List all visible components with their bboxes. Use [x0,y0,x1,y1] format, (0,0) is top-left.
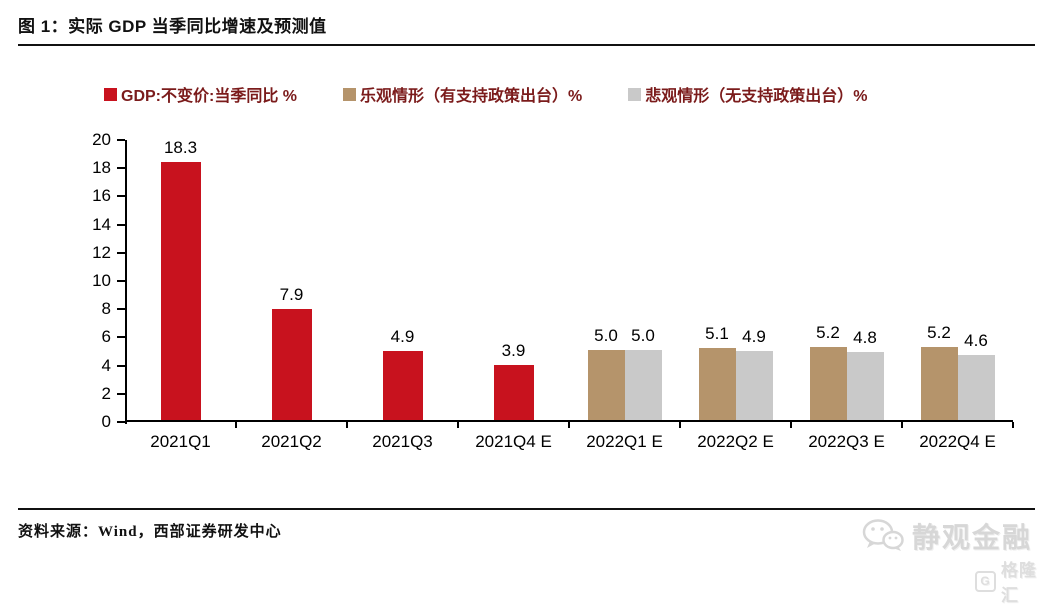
legend-label: GDP:不变价:当季同比 % [121,88,298,105]
title-divider [18,44,1035,46]
wechat-account-name: 静观金融 [912,522,1033,553]
y-tick-label: 6 [101,327,111,347]
x-axis-tick [457,422,459,428]
y-axis-tick [117,251,125,254]
x-tick-label: 2022Q1 E [586,432,663,451]
bar [846,352,884,420]
bar-value-label: 5.0 [594,325,618,345]
y-axis-tick [117,139,125,141]
y-axis-tick [117,392,125,395]
wechat-watermark: 静观金融 [862,516,1032,556]
plot-area: 0 2 4 6 8 10 12 14 16 18 20 18.3 2021Q1 7.9 2021Q2 4.9 2… [92,130,1014,451]
y-axis-tick [117,223,125,226]
bar-value-label: 5.2 [927,322,951,342]
y-axis-tick [117,364,125,367]
y-tick-label: 14 [92,214,111,234]
legend-swatch-icon [628,87,642,101]
x-tick-label: 2022Q3 E [808,432,885,451]
y-tick-label: 16 [92,186,111,206]
y-axis-tick [117,308,125,311]
legend-item: GDP:不变价:当季同比 % [104,82,297,106]
bar [698,348,736,420]
bar [920,346,958,420]
legend-item: 悲观情形（无支持政策出台）% [628,82,867,106]
bar-value-label: 4.8 [853,328,877,348]
y-tick-label: 0 [101,412,111,431]
bar [624,349,662,420]
bar [271,308,312,420]
legend-label: 乐观情形（有支持政策出台）% [360,88,583,105]
source-note: 资料来源：Wind，西部证券研发中心 [18,524,282,540]
y-axis-tick [117,195,125,198]
x-axis-tick [901,422,903,428]
y-tick-label: 20 [92,130,111,149]
y-tick-label: 2 [101,383,111,403]
x-tick-label: 2021Q1 [150,432,211,451]
bar-value-label: 18.3 [163,137,198,157]
bar-value-label: 5.0 [631,325,655,345]
gelonghui-watermark: G 格隆汇 [975,556,1049,606]
bar-value-label: 4.9 [742,326,766,346]
bar-value-label: 4.9 [390,326,415,346]
x-tick-label: 2021Q2 [261,432,322,451]
figure-title: 图 1：实际 GDP 当季同比增速及预测值 [18,17,327,36]
y-tick-label: 10 [92,271,111,290]
y-tick-label: 18 [92,158,111,178]
y-axis-tick [117,280,125,282]
bar [160,161,201,420]
gelonghui-logo-icon: G [975,570,996,592]
bar-chart: 0 2 4 6 8 10 12 14 16 18 20 18.3 2021Q1 7.9 2021Q2 4.9 2… [92,130,1014,451]
bar [957,355,995,420]
x-axis-line [125,420,1013,422]
bar [809,346,847,420]
legend-swatch-icon [104,87,117,101]
y-tick-label: 12 [92,242,111,262]
bar-value-label: 7.9 [279,284,304,304]
x-tick-label: 2021Q4 E [475,432,552,451]
y-axis-tick [117,336,125,339]
bar-value-label: 4.6 [964,331,988,351]
y-axis-line [125,140,127,424]
wechat-icon [862,519,904,553]
x-tick-label: 2022Q2 E [697,432,774,451]
bar [493,365,534,420]
bar [587,349,625,420]
bar [382,350,423,420]
bar-value-label: 5.2 [816,322,840,342]
x-axis-tick [679,422,681,428]
y-tick-label: 4 [101,355,111,375]
footer-divider [18,508,1035,510]
legend-item: 乐观情形（有支持政策出台）% [343,82,582,106]
x-axis-tick [346,422,348,428]
legend-swatch-icon [343,87,357,101]
y-axis-tick [117,167,125,170]
gelonghui-name: 格隆汇 [1001,561,1037,605]
x-tick-label: 2021Q3 [372,432,433,451]
x-axis-tick [235,422,237,428]
x-tick-label: 2022Q4 E [919,432,996,451]
x-axis-tick [1012,422,1014,428]
bar-value-label: 3.9 [501,341,526,360]
bar [735,350,773,420]
y-tick-label: 8 [101,299,111,319]
legend-label: 悲观情形（无支持政策出台）% [645,88,868,105]
x-axis-tick [790,422,792,428]
chart-legend: GDP:不变价:当季同比 % 乐观情形（有支持政策出台）% 悲观情形（无支持政策出台… [104,82,867,106]
y-axis-tick [117,421,125,423]
bar-value-label: 5.1 [705,324,729,344]
x-axis-tick [568,422,570,428]
